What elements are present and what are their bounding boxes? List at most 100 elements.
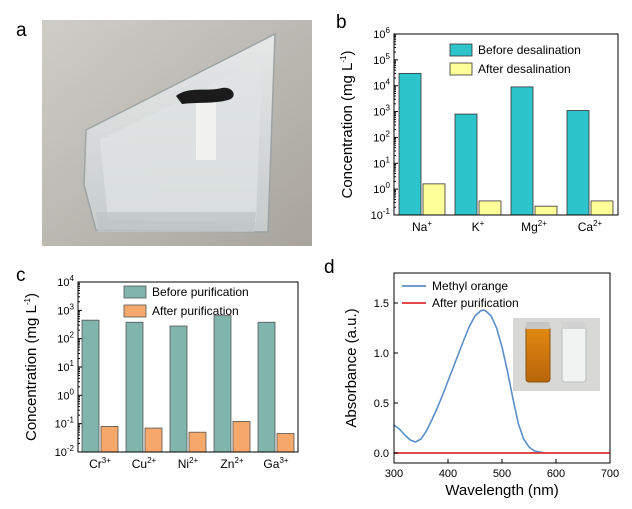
orange-vial	[525, 325, 551, 383]
y-tick-exponent: 3	[70, 302, 75, 311]
y-tick-exponent: -1	[383, 207, 391, 216]
category-label: K+	[472, 219, 485, 234]
category-name: Ca	[578, 220, 594, 234]
y-tick-label: 10-1	[371, 207, 391, 222]
category-superscript: +	[427, 219, 432, 228]
category-name: Cr	[89, 457, 102, 471]
after-bar-ca	[590, 200, 614, 216]
before-bar-ni	[169, 325, 188, 453]
category-name: Zn	[220, 457, 234, 471]
y-tick-exponent: 4	[386, 78, 391, 87]
category-label: Cu2+	[132, 456, 157, 471]
y-axis-label-superscript: -1	[23, 297, 32, 305]
y-tick-exponent: 4	[70, 274, 75, 283]
after-bar-zn	[232, 421, 251, 453]
y-tick-label: 1.5	[374, 298, 389, 310]
y-tick-base: 10	[373, 55, 385, 67]
legend-swatch-1	[123, 304, 147, 318]
category-superscript: +	[480, 219, 485, 228]
after-bar-cu	[144, 427, 163, 453]
y-tick-exponent: 1	[386, 155, 391, 164]
y-tick-label: 1.0	[374, 348, 389, 360]
y-tick-label: 102	[57, 331, 74, 346]
category-superscript: 2+	[593, 219, 602, 228]
x-tick-label: 600	[547, 468, 565, 480]
plot-frame	[393, 33, 619, 216]
y-tick-label: 10-2	[55, 444, 75, 459]
y-tick-base: 10	[373, 29, 385, 41]
y-axis-label-text: Concentration (mg L	[339, 63, 356, 199]
legend-swatch-0	[123, 285, 147, 299]
legend-label-1: After desalination	[478, 62, 571, 76]
y-tick-base: 10	[57, 334, 69, 346]
vials-photo	[513, 318, 600, 391]
y-tick-label: 104	[373, 78, 390, 93]
legend-label-1: After purification	[152, 304, 239, 318]
before-bar-zn	[213, 315, 232, 453]
y-axis-label: Concentration (mg L-1)	[339, 50, 356, 198]
clear-vial	[561, 325, 587, 383]
y-tick-label: 10-1	[55, 416, 75, 431]
x-tick-label: 700	[601, 468, 619, 480]
panel-b-chart: b Na+ K+ Mg2+ Ca2+10-1100101102103104105106…	[336, 12, 619, 234]
y-tick-label: 0.5	[374, 398, 389, 410]
y-tick-exponent: -2	[67, 444, 75, 453]
orange-vial-cap	[526, 322, 550, 329]
x-tick-label: 300	[385, 468, 403, 480]
y-tick-label: 101	[57, 359, 74, 374]
category-label: Cr3+	[89, 456, 111, 471]
y-tick-label: 101	[373, 155, 390, 170]
x-tick-label: 400	[439, 468, 457, 480]
y-tick-exponent: 3	[386, 104, 391, 113]
x-tick-label: 500	[493, 468, 511, 480]
y-tick-base: 10	[57, 277, 69, 289]
panel-c-chart: c Cr3+ Cu2+ Ni2+ Zn2+ Ga3+10-210-11001011021…	[16, 265, 299, 471]
y-tick-base: 10	[57, 390, 69, 402]
legend-swatch-1	[449, 62, 473, 76]
y-tick-exponent: 1	[70, 359, 75, 368]
category-superscript: 2+	[189, 456, 198, 465]
category-superscript: 3+	[102, 456, 111, 465]
y-tick-label: 104	[57, 274, 74, 289]
after-bar-ni	[188, 431, 207, 453]
glass-base	[96, 212, 256, 232]
category-superscript: 2+	[538, 219, 547, 228]
category-label: Mg2+	[521, 219, 547, 234]
y-tick-exponent: 2	[386, 129, 391, 138]
clear-vial-cap	[562, 322, 586, 329]
category-superscript: 2+	[234, 456, 243, 465]
after-bar-k	[478, 200, 502, 216]
y-tick-base: 10	[373, 184, 385, 196]
category-name: Mg	[521, 220, 538, 234]
x-axis-label: Wavelength (nm)	[445, 482, 558, 499]
category-superscript: 2+	[147, 456, 156, 465]
y-axis-label-close: )	[339, 50, 356, 55]
category-name: Ga	[263, 457, 279, 471]
y-tick-base: 10	[55, 447, 67, 459]
category-label: Ni2+	[178, 456, 199, 471]
legend-label-1: After purification	[432, 296, 519, 310]
y-tick-exponent: 5	[386, 52, 391, 61]
y-tick-base: 10	[373, 158, 385, 170]
y-tick-exponent: 2	[70, 331, 75, 340]
category-label: Zn2+	[220, 456, 243, 471]
y-tick-exponent: 0	[70, 387, 75, 396]
panel-d-chart: d 300 400 500 600 700 0.0 0.5 1.0 1.5 Wavelength(…	[324, 257, 619, 499]
legend-label-0: Before desalination	[478, 43, 581, 57]
panel-a: a	[16, 20, 312, 246]
y-tick-base: 10	[371, 210, 383, 222]
after-bar-na	[422, 183, 446, 216]
category-name: K	[472, 220, 480, 234]
y-axis-label-superscript: -1	[339, 55, 348, 63]
category-name: Na	[412, 220, 428, 234]
y-axis-label: Absorbance (a.u.)	[343, 308, 360, 427]
before-bar-mg	[510, 86, 534, 216]
y-axis-label-text: Concentration (mg L	[23, 305, 40, 441]
x-axis-label-text: Wavelength	[445, 482, 524, 499]
y-tick-base: 10	[373, 81, 385, 93]
after-bar-mg	[534, 205, 558, 216]
category-superscript: 3+	[279, 456, 288, 465]
category-label: Ca2+	[578, 219, 603, 234]
y-tick-exponent: -1	[67, 416, 75, 425]
